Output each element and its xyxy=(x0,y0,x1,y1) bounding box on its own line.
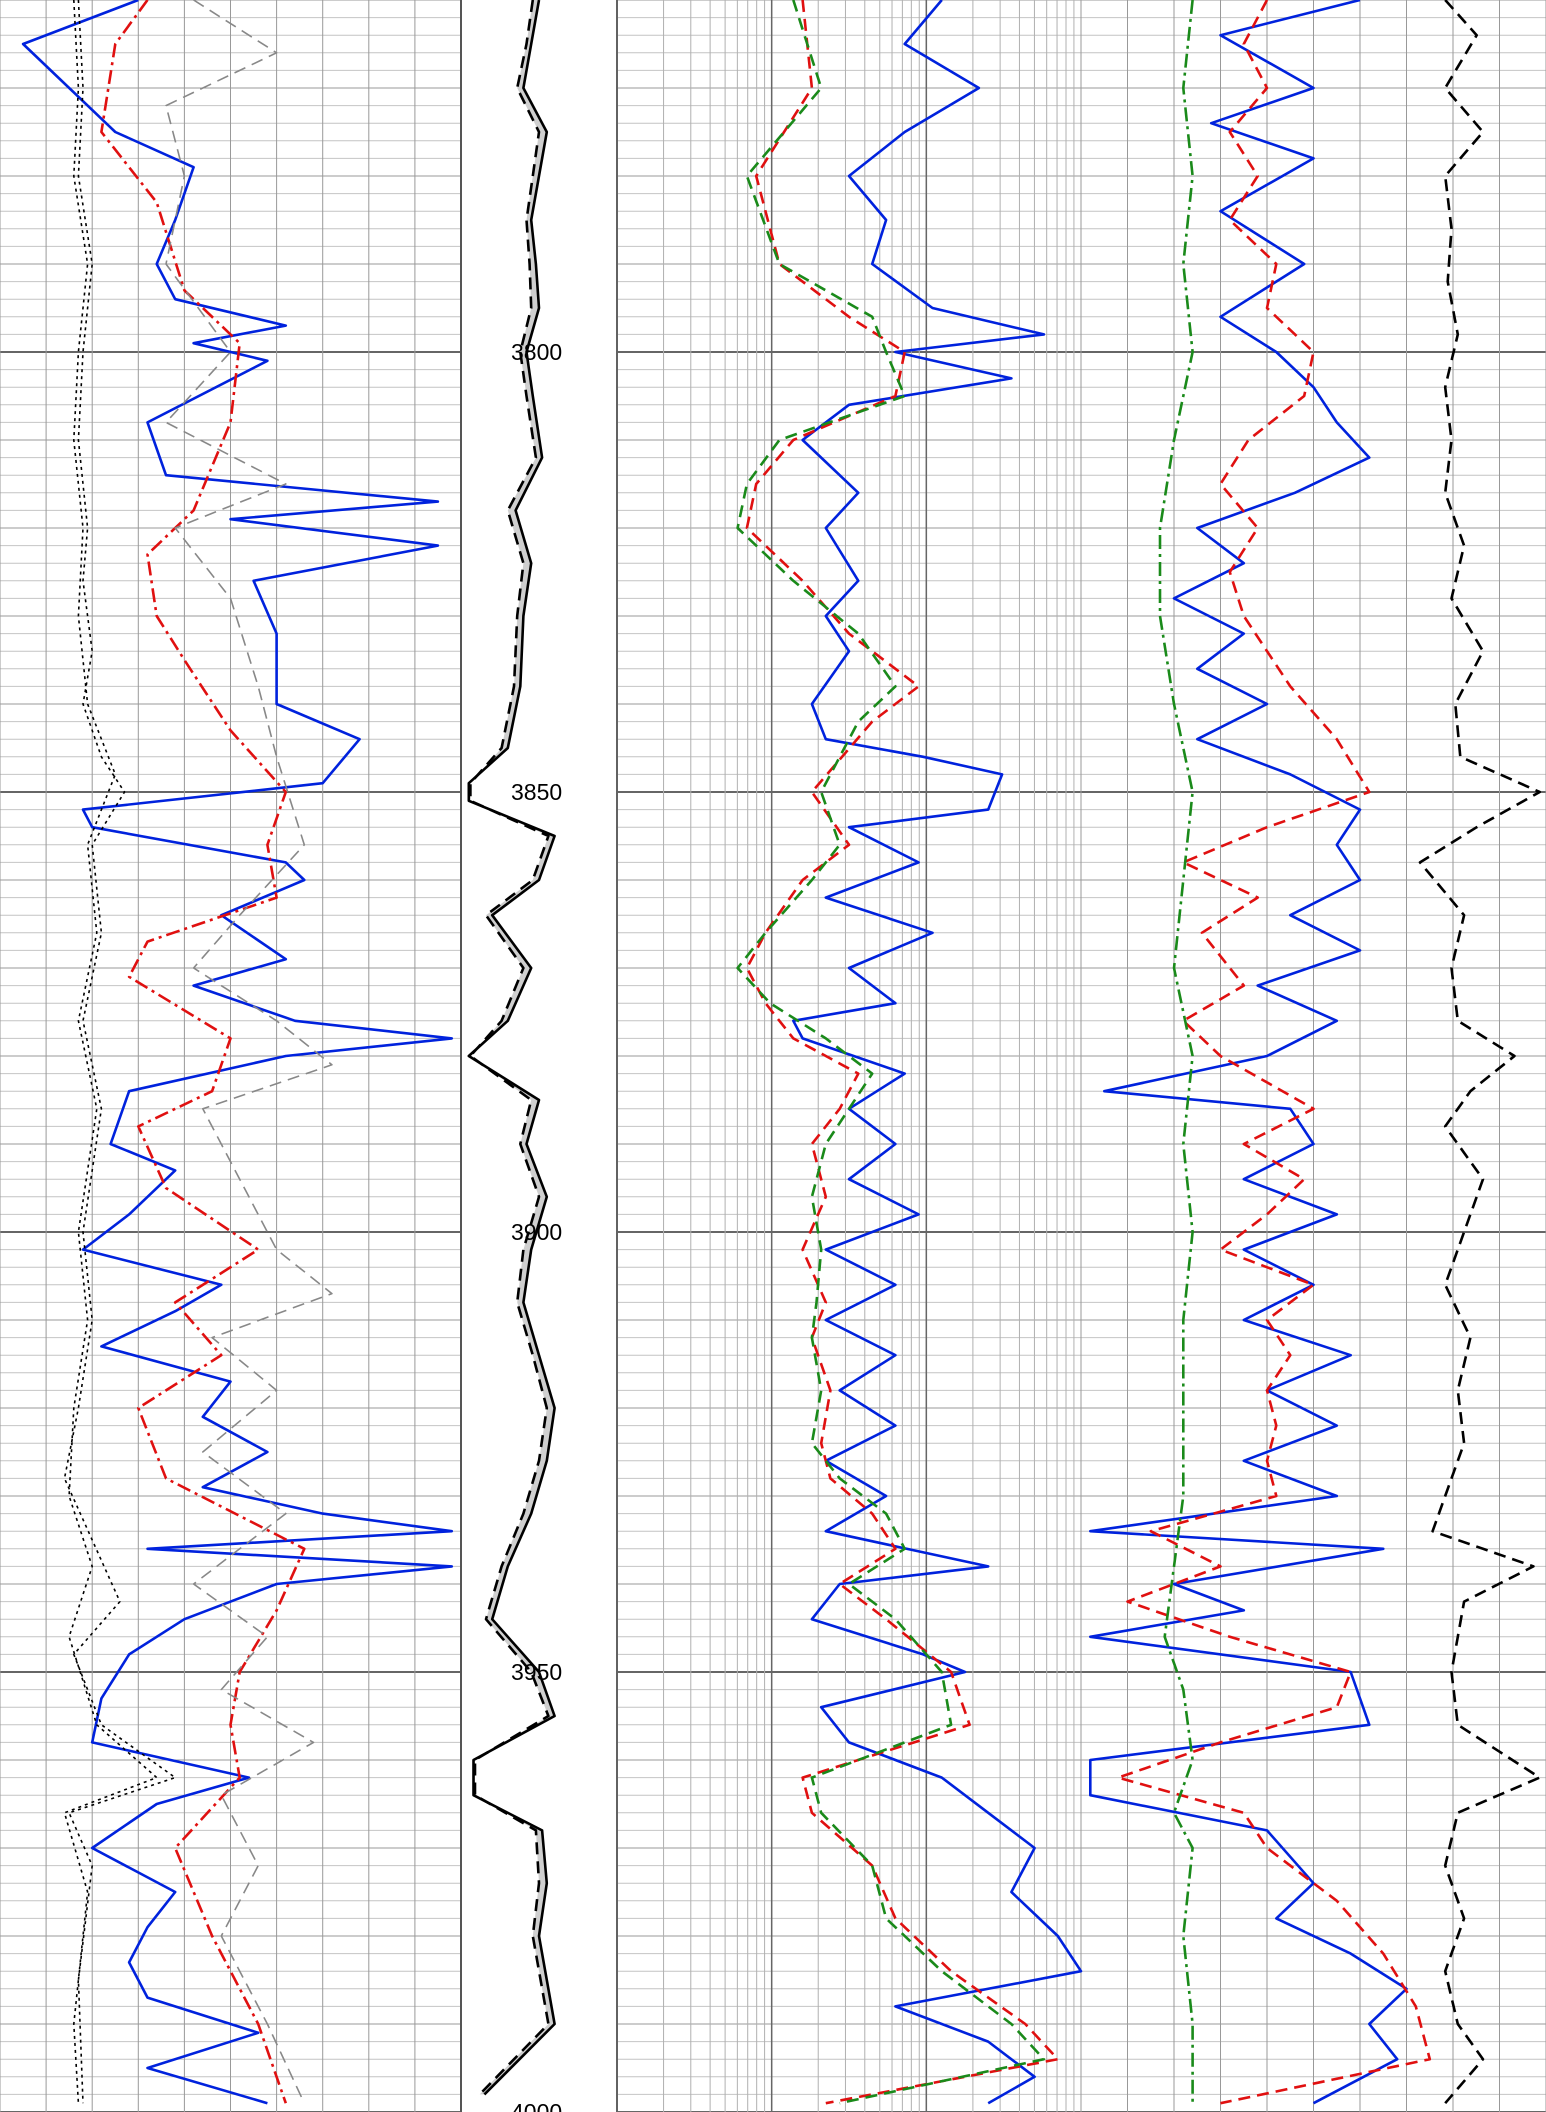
track4-curve-3 xyxy=(1158,0,1194,2104)
track1-curve-5 xyxy=(63,0,158,2104)
track4-curve-1 xyxy=(1089,0,1408,2105)
depth-label-layer: 3800 3850 3900 3950 4000 xyxy=(511,339,562,2112)
track2-shaded-fill xyxy=(468,0,555,2095)
depth-label: 3850 xyxy=(511,779,562,805)
track1-curve-4 xyxy=(63,0,176,2104)
track1-curve-3 xyxy=(165,0,333,2104)
track2-curve-2 xyxy=(469,0,550,2096)
track2-curve-1 xyxy=(467,0,556,2096)
curve-layer xyxy=(21,0,1541,2105)
depth-label: 4000 xyxy=(511,2099,562,2112)
depth-label: 3800 xyxy=(511,339,562,365)
track4-curve-2 xyxy=(1116,0,1432,2105)
fill-layer xyxy=(468,0,555,2095)
track3-curve-1 xyxy=(792,0,1083,2105)
depth-label: 3950 xyxy=(511,1659,562,1685)
track5-curve-1 xyxy=(1418,0,1541,2105)
track3-curve-3 xyxy=(736,0,1046,2105)
track1-curve-1 xyxy=(21,0,454,2105)
track1-curve-2 xyxy=(100,0,306,2104)
depth-label: 3900 xyxy=(511,1219,562,1245)
